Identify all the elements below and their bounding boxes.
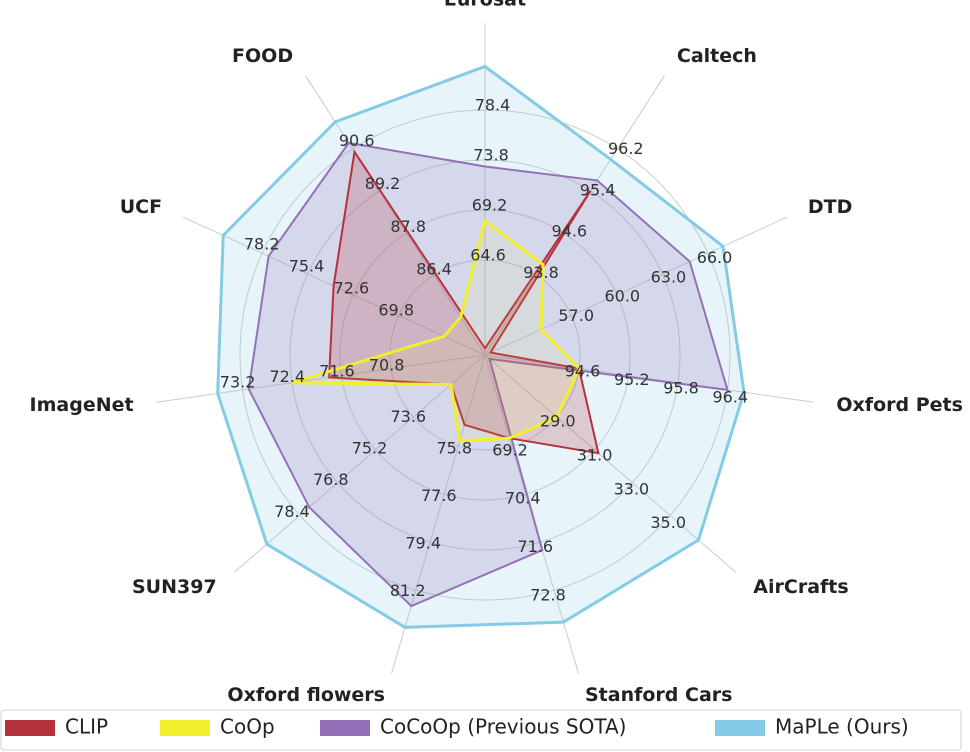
tick-label: 75.4: [289, 256, 325, 275]
tick-label: 79.4: [405, 534, 441, 553]
tick-label: 70.8: [369, 356, 405, 375]
tick-label: 33.0: [614, 479, 650, 498]
axis-spoke: [484, 216, 788, 356]
legend-swatch: [160, 720, 210, 736]
tick-label: 75.2: [352, 439, 388, 458]
axis-label-dtd: DTD: [808, 196, 853, 218]
tick-label: 69.8: [378, 301, 414, 320]
tick-label: 63.0: [651, 267, 687, 286]
legend-swatch: [5, 720, 55, 736]
axis-label-eurosat: Eurosat: [444, 0, 526, 11]
tick-label: 96.4: [712, 387, 748, 406]
tick-label: 90.6: [339, 131, 375, 150]
tick-label: 78.4: [274, 502, 310, 521]
series-maple-ours: [216, 64, 746, 629]
tick-label: 64.6: [470, 246, 506, 265]
tick-label: 95.8: [663, 379, 699, 398]
tick-label: 96.2: [608, 139, 644, 158]
tick-label: 81.2: [390, 581, 426, 600]
series-layer: [216, 64, 746, 629]
axis-label-imagenet: ImageNet: [30, 394, 134, 416]
axis-label-ucf: UCF: [120, 196, 162, 218]
grid-layer: [156, 23, 814, 674]
tick-label: 93.8: [523, 263, 559, 282]
legend-label: CLIP: [65, 715, 108, 739]
tick-label: 94.6: [565, 362, 601, 381]
axis-spoke: [390, 354, 486, 674]
tick-label: 69.2: [472, 196, 508, 215]
tick-label: 35.0: [650, 513, 686, 532]
axis-label-aircrafts: AirCrafts: [753, 576, 848, 598]
tick-label: 66.0: [697, 248, 733, 267]
legend-label: MaPLe (Ours): [775, 715, 909, 739]
tick-label: 57.0: [558, 306, 594, 325]
tick-label: 76.8: [313, 470, 349, 489]
tick-label: 95.2: [614, 370, 650, 389]
tick-label: 95.4: [580, 180, 616, 199]
tick-label: 89.2: [365, 174, 401, 193]
legend-label: CoOp: [220, 715, 275, 739]
axis-label-caltech: Caltech: [677, 45, 757, 67]
axis-spoke: [484, 354, 814, 403]
axis-labels: Eurosat Caltech DTD Oxford Pets AirCrafts Sta…: [30, 0, 963, 706]
tick-label: 70.4: [505, 489, 541, 508]
tick-label: 77.6: [421, 486, 457, 505]
tick-label: 75.8: [436, 439, 472, 458]
axis-spoke: [484, 354, 737, 573]
legend: CLIP CoOp CoCoOp (Previous SOTA) MaPLe (Our…: [0, 709, 962, 751]
tick-label: 72.4: [269, 367, 305, 386]
axis-spoke: [233, 354, 486, 573]
tick-label: 73.6: [390, 407, 426, 426]
legend-label: CoCoOp (Previous SOTA): [380, 715, 626, 739]
tick-label: 29.0: [540, 412, 576, 431]
axis-label-oxford-pets: Oxford Pets: [836, 394, 963, 416]
axis-label-sun397: SUN397: [132, 576, 217, 598]
tick-label: 71.6: [319, 361, 355, 380]
tick-label: 72.6: [334, 279, 370, 298]
tick-label: 78.4: [475, 96, 511, 115]
tick-label: 94.6: [551, 222, 587, 241]
series-coop: [291, 218, 581, 443]
axis-spoke: [156, 354, 486, 403]
tick-label: 69.2: [492, 440, 528, 459]
series-clip: [328, 149, 600, 455]
tick-label: 72.8: [530, 585, 566, 604]
tick-label: 86.4: [416, 260, 452, 279]
tick-label: 60.0: [604, 287, 640, 306]
tick-label: 73.8: [473, 146, 509, 165]
tick-labels: 64.6 69.2 73.8 78.4 93.8 94.6 95.4 96.2 57.0 60.0…: [220, 96, 748, 605]
axis-label-stanford-cars: Stanford Cars: [585, 684, 732, 706]
tick-label: 31.0: [577, 445, 613, 464]
tick-label: 73.2: [220, 373, 256, 392]
series-cocoop-previous-sota: [247, 141, 729, 608]
axis-label-food: FOOD: [232, 45, 293, 67]
legend-swatch: [320, 720, 370, 736]
tick-label: 71.6: [517, 537, 553, 556]
tick-label: 78.2: [244, 234, 280, 253]
legend-swatch: [715, 720, 765, 736]
tick-label: 87.8: [390, 217, 426, 236]
axis-label-oxford-flowers: Oxford flowers: [227, 684, 385, 706]
